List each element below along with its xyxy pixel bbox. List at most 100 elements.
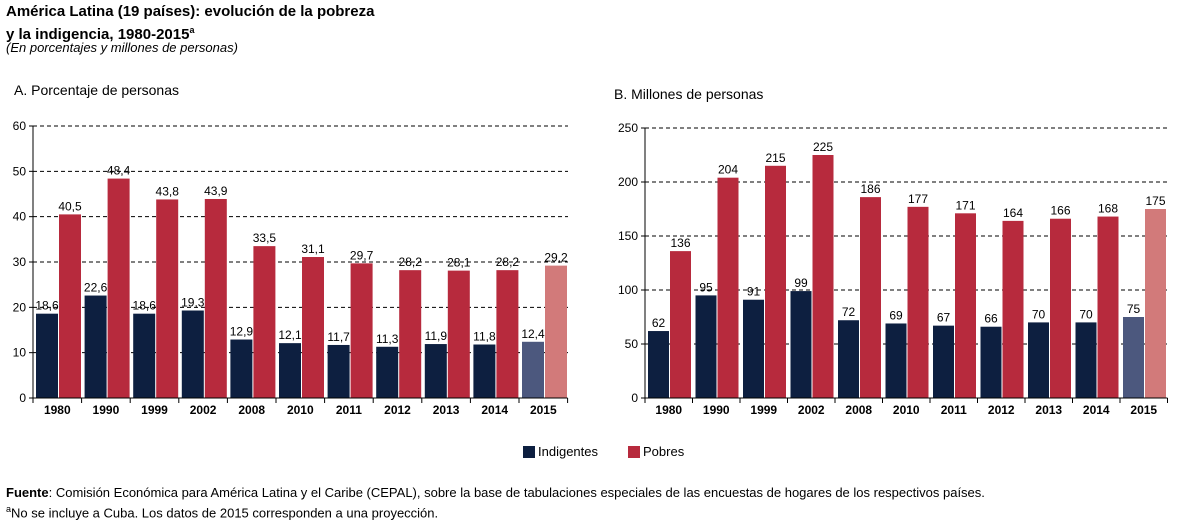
bar-a-indigentes-2012 [376, 346, 399, 398]
data-label-a-pobres-1999: 43,8 [156, 184, 180, 198]
x-tick-label-a-2008: 2008 [238, 403, 265, 417]
bar-a-indigentes-1990 [84, 295, 107, 398]
x-tick-label-a-2014: 2014 [481, 403, 508, 417]
bar-b-pobres-2015 [1145, 209, 1166, 398]
bar-b-indigentes-1990 [695, 295, 717, 398]
data-label-a-indigentes-2008: 12,9 [230, 325, 254, 339]
x-tick-label-a-2012: 2012 [384, 403, 411, 417]
data-label-a-pobres-2012: 28,2 [399, 255, 423, 269]
legend-swatch-pobres [628, 445, 640, 458]
legend-label-indigentes: Indigentes [538, 444, 598, 459]
data-label-a-pobres-2011: 29,7 [350, 248, 374, 262]
data-label-b-pobres-2011: 171 [955, 198, 975, 212]
x-tick-label-b-2012: 2012 [988, 403, 1015, 417]
bar-b-pobres-2002 [812, 155, 834, 398]
x-tick-label-b-1999: 1999 [750, 403, 777, 417]
data-label-a-indigentes-1990: 22,6 [84, 281, 108, 295]
bar-a-pobres-2010 [302, 257, 324, 398]
data-label-b-pobres-2002: 225 [813, 140, 833, 154]
x-tick-label-b-2013: 2013 [1035, 403, 1062, 417]
data-label-b-pobres-2012: 164 [1003, 206, 1023, 220]
data-label-a-indigentes-2013: 11,9 [425, 329, 448, 343]
bar-a-pobres-2013 [447, 270, 470, 398]
data-label-a-indigentes-2015: 12,4 [521, 327, 545, 341]
bar-b-pobres-2010 [907, 206, 929, 398]
bar-a-indigentes-2013 [424, 344, 447, 398]
data-label-a-pobres-1980: 40,5 [58, 199, 82, 213]
title-line-1: América Latina (19 países): evolución de… [6, 3, 375, 20]
bar-b-indigentes-2008 [838, 320, 859, 398]
y-tick-label-a-0: 0 [19, 391, 26, 405]
data-label-b-pobres-1990: 204 [718, 163, 738, 177]
bar-b-indigentes-2002 [790, 291, 812, 398]
y-tick-label-b-250: 250 [618, 121, 638, 135]
bar-a-indigentes-2015 [522, 341, 544, 398]
bar-a-pobres-2014 [496, 270, 519, 398]
x-tick-label-a-2011: 2011 [336, 403, 362, 417]
data-label-a-indigentes-2012: 11,3 [376, 332, 399, 346]
bar-b-indigentes-2014 [1075, 322, 1097, 398]
bar-b-pobres-1999 [765, 165, 786, 398]
panel-b-title: B. Millones de personas [614, 86, 764, 102]
y-tick-label-b-150: 150 [618, 229, 638, 243]
data-label-b-pobres-2015: 175 [1145, 194, 1165, 208]
data-label-a-indigentes-2014: 11,8 [473, 330, 496, 344]
data-label-b-indigentes-1999: 91 [747, 285, 761, 299]
data-label-b-indigentes-2012: 66 [984, 312, 998, 326]
footnote-text: No se incluye a Cuba. Los datos de 2015 … [11, 505, 439, 521]
y-tick-label-a-60: 60 [13, 119, 27, 133]
legend-swatch-indigentes [523, 445, 535, 458]
bar-b-pobres-1990 [717, 177, 739, 398]
bar-b-indigentes-2015 [1123, 317, 1144, 398]
bar-b-pobres-1980 [670, 251, 691, 398]
legend: Indigentes Pobres [523, 444, 714, 459]
data-label-b-indigentes-2014: 70 [1079, 307, 1093, 321]
bar-b-indigentes-2010 [885, 323, 907, 398]
x-tick-label-a-2015: 2015 [530, 403, 557, 417]
footnote-mark: a [6, 504, 12, 514]
y-tick-label-b-100: 100 [618, 283, 638, 297]
data-label-b-pobres-1980: 136 [670, 236, 690, 250]
data-label-a-pobres-2002: 43,9 [204, 184, 228, 198]
data-label-a-indigentes-1999: 18,6 [133, 299, 157, 313]
bar-a-indigentes-2011 [327, 344, 350, 398]
data-label-b-indigentes-2008: 72 [842, 305, 856, 319]
data-label-b-pobres-2013: 166 [1050, 204, 1070, 218]
bar-a-pobres-2011 [350, 263, 373, 398]
legend-item-indigentes: Indigentes [523, 444, 598, 459]
bar-a-indigentes-2002 [181, 310, 204, 398]
bar-a-indigentes-2014 [473, 344, 496, 398]
bar-b-indigentes-1980 [648, 331, 669, 398]
x-tick-label-b-1990: 1990 [703, 403, 730, 417]
x-tick-label-a-2010: 2010 [287, 403, 314, 417]
bar-a-pobres-2002 [204, 198, 227, 398]
data-label-b-indigentes-2015: 75 [1127, 302, 1141, 316]
bar-b-indigentes-2012 [980, 326, 1002, 398]
data-label-a-pobres-2010: 31,1 [301, 242, 325, 256]
x-tick-label-b-1980: 1980 [655, 403, 682, 417]
source-text: : Comisión Económica para América Latina… [48, 485, 985, 500]
data-label-a-indigentes-2011: 11,7 [327, 330, 350, 344]
y-tick-label-a-40: 40 [13, 210, 27, 224]
data-label-a-pobres-2008: 33,5 [253, 231, 277, 245]
legend-label-pobres: Pobres [643, 444, 685, 459]
x-tick-label-b-2002: 2002 [798, 403, 825, 417]
source-label: Fuente [6, 485, 49, 500]
bar-a-indigentes-2008 [230, 339, 253, 398]
legend-item-pobres: Pobres [628, 444, 684, 459]
y-tick-label-a-30: 30 [13, 255, 27, 269]
data-label-a-indigentes-2002: 19,3 [181, 296, 205, 310]
bar-b-indigentes-2013 [1028, 322, 1049, 398]
y-tick-label-b-50: 50 [625, 337, 639, 351]
bar-b-pobres-2012 [1002, 220, 1024, 398]
data-label-a-pobres-1990: 48,4 [107, 164, 131, 178]
bar-a-indigentes-1999 [133, 313, 156, 398]
bar-a-pobres-2012 [399, 270, 422, 398]
x-tick-label-a-2002: 2002 [190, 403, 217, 417]
bar-a-pobres-1990 [107, 178, 130, 398]
x-tick-label-b-2015: 2015 [1130, 403, 1157, 417]
data-label-b-indigentes-2013: 70 [1032, 307, 1046, 321]
x-tick-label-b-2014: 2014 [1083, 403, 1110, 417]
panel-a-title: A. Porcentaje de personas [14, 82, 179, 98]
data-label-b-indigentes-1990: 95 [699, 280, 713, 294]
